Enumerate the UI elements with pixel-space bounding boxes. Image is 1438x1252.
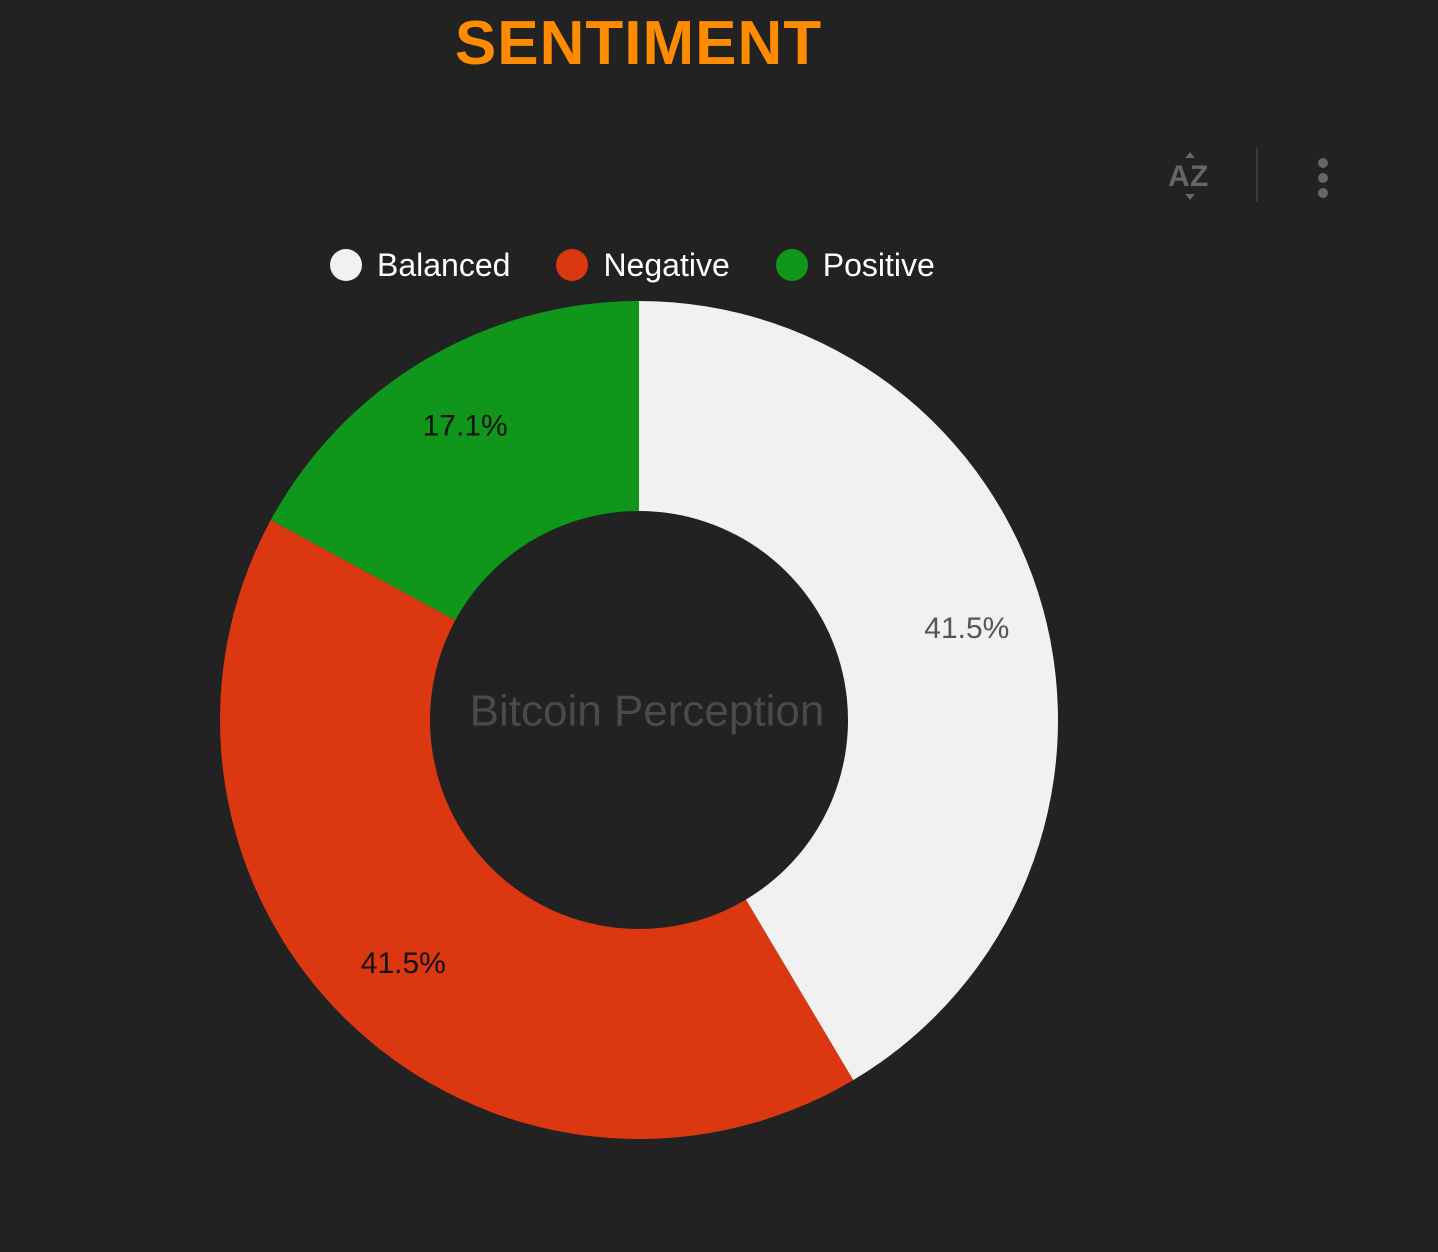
- legend-label-positive: Positive: [822, 246, 935, 283]
- pie-slice-negative[interactable]: [219, 520, 854, 1140]
- pie-slice-positive[interactable]: [270, 301, 639, 621]
- legend-item-positive[interactable]: Positive: [775, 246, 935, 284]
- legend-label-negative: Negative: [603, 246, 730, 283]
- more-vertical-icon[interactable]: [1308, 155, 1338, 201]
- pie-slice-balanced[interactable]: [639, 301, 1059, 1081]
- data-label-balanced: 41.5%: [924, 612, 1009, 645]
- legend-swatch-balanced: [330, 249, 362, 281]
- legend-swatch-positive: [775, 249, 808, 281]
- svg-text:Z: Z: [1190, 160, 1208, 193]
- svg-text:A: A: [1168, 160, 1190, 193]
- legend-label-balanced: Balanced: [377, 246, 511, 283]
- toolbar-divider: [1256, 148, 1258, 202]
- data-label-negative: 41.5%: [361, 947, 446, 980]
- center-label: Bitcoin Perception: [470, 687, 825, 736]
- chart-legend: Balanced Negative Positive: [330, 244, 935, 286]
- legend-swatch-negative: [556, 249, 589, 281]
- data-label-positive: 17.1%: [423, 410, 508, 443]
- legend-item-balanced[interactable]: Balanced: [330, 247, 510, 284]
- sort-az-icon[interactable]: A Z: [1162, 150, 1218, 202]
- chart-title: SENTIMENT: [454, 9, 823, 78]
- legend-item-negative[interactable]: Negative: [556, 246, 730, 284]
